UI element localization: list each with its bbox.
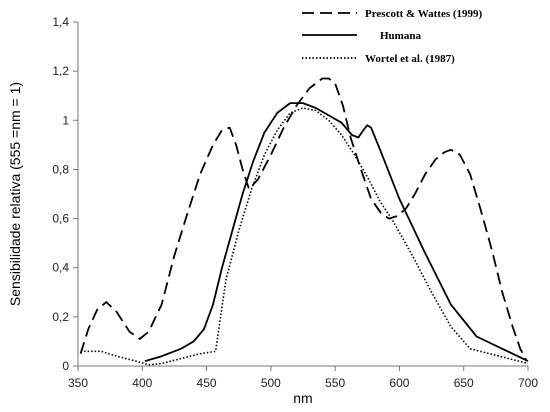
y-tick-label: 0,6 xyxy=(52,212,69,226)
series-line-prescott xyxy=(79,77,528,362)
x-tick-label: 550 xyxy=(325,376,345,390)
legend-label-prescott: Prescott & Wattes (1999) xyxy=(365,8,483,20)
x-tick-label: 650 xyxy=(454,376,474,390)
x-axis-ticks: 350 400 450 500 550 600 650 700 xyxy=(68,366,538,390)
y-tick-label: 0,2 xyxy=(52,310,69,324)
legend: Prescott & Wattes (1999) Humana Wortel e… xyxy=(302,8,483,65)
x-tick-label: 500 xyxy=(261,376,281,390)
x-tick-label: 600 xyxy=(389,376,409,390)
x-tick-label: 700 xyxy=(518,376,538,390)
legend-label-wortel: Wortel et al. (1987) xyxy=(365,53,455,65)
y-tick-label: 1,2 xyxy=(52,64,69,78)
y-axis-ticks: 0 0,2 0,4 0,6 0,8 1 1,2 1,4 xyxy=(52,15,78,373)
y-axis-title: Sensibilidade relativa (555 =nm = 1) xyxy=(7,82,23,306)
series-lines xyxy=(79,77,529,366)
x-tick-label: 350 xyxy=(68,376,88,390)
series-line-wortel xyxy=(80,107,529,366)
y-tick-label: 1 xyxy=(62,113,69,127)
x-tick-label: 400 xyxy=(132,376,152,390)
x-tick-label: 450 xyxy=(197,376,217,390)
y-tick-label: 1,4 xyxy=(52,15,69,29)
plot-area xyxy=(77,22,528,367)
legend-label-humana: Humana xyxy=(380,30,421,42)
x-axis-title: nm xyxy=(293,390,312,406)
y-tick-label: 0 xyxy=(62,359,69,373)
y-tick-label: 0,4 xyxy=(52,261,69,275)
series-line-humana xyxy=(144,102,529,362)
y-tick-label: 0,8 xyxy=(52,162,69,176)
